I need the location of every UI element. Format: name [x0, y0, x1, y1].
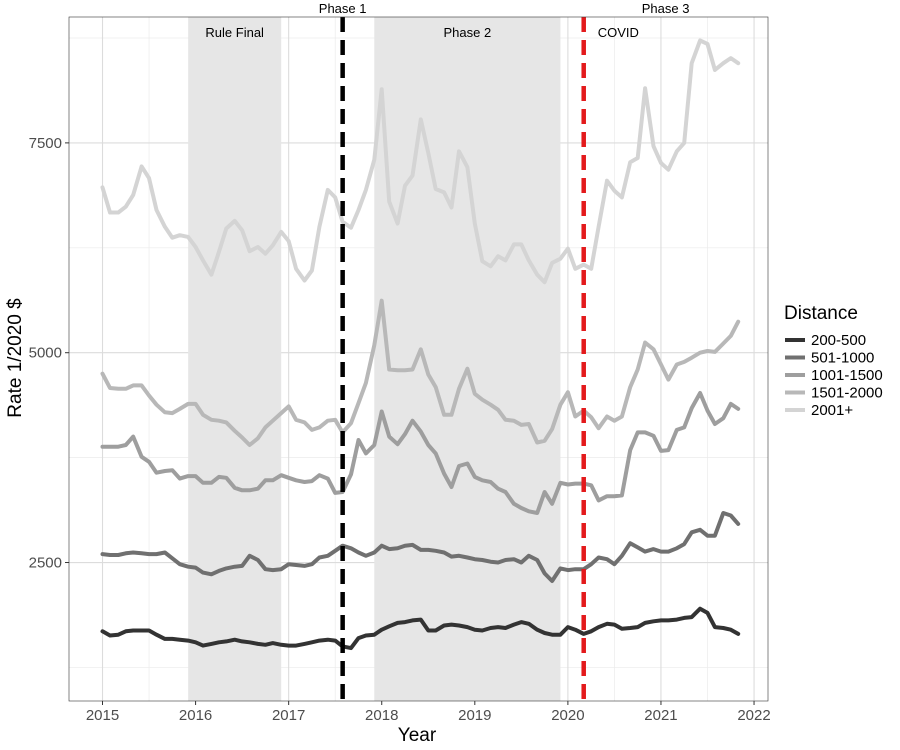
x-tick-label: 2016 [179, 707, 212, 724]
x-axis-title: Year [398, 725, 437, 746]
series-line-200-500 [100, 606, 741, 651]
x-tick-label: 2017 [272, 707, 305, 724]
legend-label: 1001-1500 [811, 367, 883, 384]
series-line-1001-1500 [100, 391, 741, 515]
shaded-region-label: Phase 2 [444, 25, 492, 40]
shaded-region [374, 17, 561, 701]
y-tick-label: 2500 [29, 555, 62, 572]
legend-label: 501-1000 [811, 350, 874, 367]
y-tick-label: 5000 [29, 345, 62, 362]
plot-border [68, 16, 769, 702]
covid-label: COVID [598, 25, 639, 40]
annotations: Rule Final Phase 2 COVID Phase 1 Phase 3 [205, 1, 689, 40]
legend-label: 200-500 [811, 332, 866, 349]
series-line-2001plus [100, 38, 741, 285]
series-line-1501-2000 [100, 298, 741, 447]
y-axis-title: Rate 1/2020 $ [5, 298, 26, 418]
x-tick-label: 2022 [737, 707, 770, 724]
series-lines [100, 38, 741, 651]
legend: Distance 200-500501-10001001-15001501-20… [784, 303, 883, 419]
y-tick-label: 7500 [29, 135, 62, 152]
x-tick-label: 2015 [86, 707, 119, 724]
top-phase-label: Phase 1 [319, 1, 367, 16]
x-tick-label: 2019 [458, 707, 491, 724]
x-tick-label: 2018 [365, 707, 398, 724]
top-phase-label: Phase 3 [642, 1, 690, 16]
legend-title: Distance [784, 303, 858, 324]
shaded-regions [188, 17, 561, 701]
shaded-region-label: Rule Final [205, 25, 264, 40]
axes: 2015 2016 2017 2018 2019 2020 2021 2022 2500 5000… [29, 135, 771, 724]
shaded-region [188, 17, 282, 701]
x-tick-label: 2021 [644, 707, 677, 724]
x-tick-label: 2020 [551, 707, 584, 724]
legend-label: 2001+ [811, 402, 853, 419]
legend-label: 1501-2000 [811, 385, 883, 402]
series-line-501-1000 [100, 511, 741, 583]
